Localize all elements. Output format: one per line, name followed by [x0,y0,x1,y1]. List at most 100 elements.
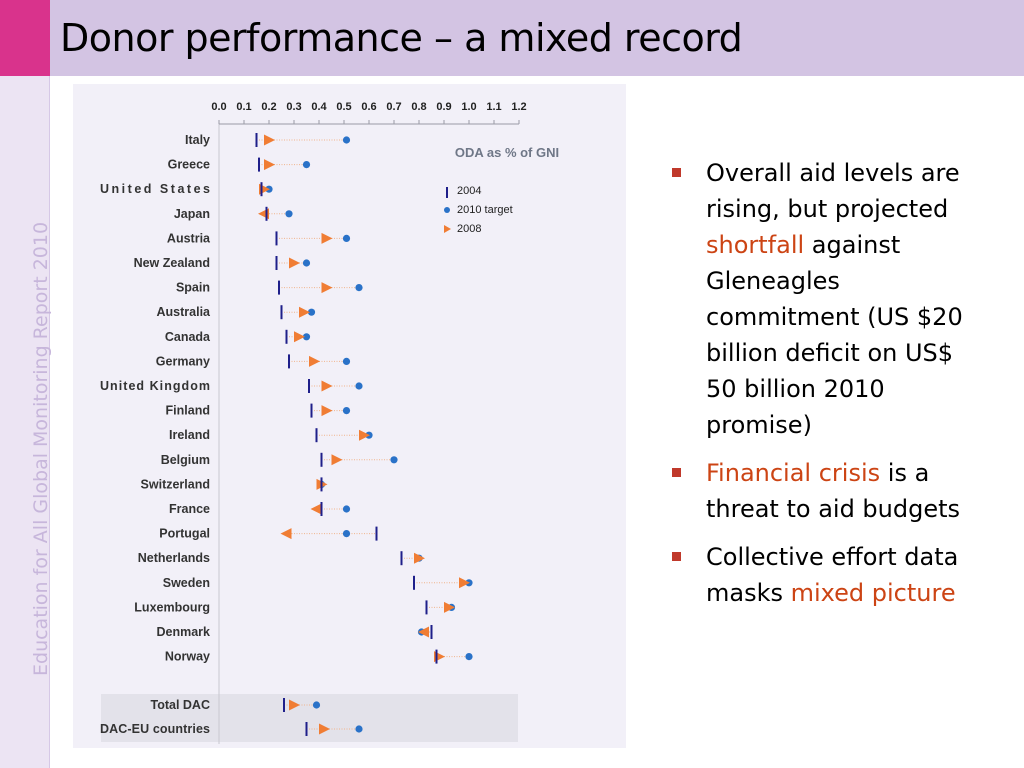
value-2008-point [359,429,370,441]
target-2010-point [355,284,363,292]
target-2010-point [285,210,293,218]
country-label: United Kingdom [100,379,210,393]
target-2010-point [465,653,473,661]
value-2008-point [459,577,470,589]
value-2008-point [289,257,300,269]
value-2008-point [321,405,333,417]
country-label: Spain [176,281,210,295]
x-tick-label: 1.1 [486,101,501,113]
target-2010-point [302,259,311,267]
target-2010-point [342,234,351,242]
value-2008-point [280,528,292,540]
x-tick-label: 0.3 [286,101,301,113]
group-label: Total DAC [151,698,211,712]
country-label: Australia [157,305,212,319]
target-2010-point [342,357,351,365]
bullet-list: Overall aid levels are rising, but proje… [670,155,990,623]
x-tick-label: 1.0 [461,101,476,113]
value-2008-point [289,699,300,711]
x-tick-label: 0.1 [236,101,251,113]
target-2010-point [342,136,351,144]
value-2008-point [418,626,429,638]
value-2008-point [294,331,305,343]
square-bullet-icon [672,168,681,177]
country-label: Germany [156,354,210,368]
x-tick-label: 0.2 [261,101,276,113]
country-label: Switzerland [141,477,210,491]
target-2010-point [312,701,321,709]
country-label: Italy [185,133,210,147]
bullet-item-1: Overall aid levels are rising, but proje… [670,155,990,443]
bullet-text: Overall aid levels are rising, but proje… [706,159,960,223]
value-2008-point [319,723,330,735]
x-tick-label: 0.8 [411,101,426,113]
country-label: Portugal [159,527,210,541]
country-label: Austria [167,231,211,245]
bullet-item-2: Financial crisis is a threat to aid budg… [670,455,990,527]
chart-panel [73,84,626,748]
x-tick-label: 1.2 [511,101,526,113]
value-2008-point [331,454,343,466]
value-2008-point [321,232,333,244]
x-tick-label: 0.9 [436,101,451,113]
bullet-text: Collective effort data masks [706,543,959,607]
side-bar: Education for All Global Monitoring Repo… [0,76,52,768]
bullet-highlight: shortfall [706,231,805,259]
target-2010-point [307,308,316,316]
target-2010-point [302,161,311,169]
square-bullet-icon [672,468,681,477]
country-label: Belgium [161,453,210,467]
square-bullet-icon [672,552,681,561]
x-tick-label: 0.6 [361,101,376,113]
country-label: Ireland [169,428,210,442]
x-tick-label: 0.7 [386,101,401,113]
country-label: Canada [165,330,211,344]
legend-label: 2008 [457,223,481,235]
bullet-item-3: Collective effort data masks mixed pictu… [670,539,990,611]
country-label: Denmark [157,625,211,639]
x-tick-label: 0.0 [211,101,226,113]
title-accent-block [0,0,50,76]
target-2010-point [302,333,311,341]
value-2008-point [299,306,310,318]
value-2008-point [264,159,275,171]
bullet-text: against Gleneagles commitment (US $20 bi… [706,231,963,439]
country-label: Japan [174,207,210,221]
target-2010-point [390,456,398,464]
target-2010-point [355,725,363,733]
country-label: Greece [168,158,210,172]
value-2008-point [310,503,322,515]
country-label: Netherlands [138,551,210,565]
country-label: Luxembourg [134,600,210,614]
group-band [101,694,518,742]
target-2010-point [342,530,351,538]
slide-title: Donor performance – a mixed record [60,16,743,60]
value-2008-point [321,282,333,294]
value-2008-point [414,552,425,564]
target-2010-point [342,407,351,415]
country-label: Finland [166,404,210,418]
group-label: DAC-EU countries [100,722,210,736]
country-label: Norway [165,650,210,664]
x-tick-label: 0.4 [311,101,327,113]
bullet-text: is a threat to aid budgets [706,459,961,523]
chart-title: ODA as % of GNI [455,145,559,160]
target-2010-point [355,382,363,390]
country-label: France [169,502,210,516]
legend-marker-2008 [444,225,451,233]
country-label: New Zealand [134,256,210,270]
x-tick-label: 0.5 [336,101,351,113]
country-label: Sweden [163,576,210,590]
value-2008-point [309,355,320,367]
bullet-highlight: Financial crisis [706,459,881,487]
legend-label: 2004 [457,185,481,197]
value-2008-point [264,134,275,146]
legend-marker-target [444,207,450,213]
value-2008-point [444,601,455,613]
country-label: United States [100,182,210,196]
bullet-highlight: mixed picture [790,579,956,607]
legend-label: 2010 target [457,204,513,216]
side-bar-text: Education for All Global Monitoring Repo… [30,221,52,676]
target-2010-point [342,505,351,513]
title-bar [50,0,1024,76]
